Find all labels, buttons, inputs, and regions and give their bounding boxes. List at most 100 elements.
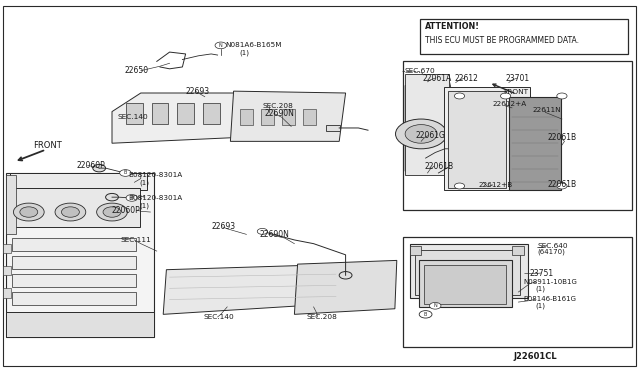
Circle shape [55,203,86,221]
Text: 22061B: 22061B [548,180,577,189]
Text: 22690N: 22690N [265,109,295,118]
Circle shape [557,93,567,99]
Bar [12,274,136,287]
Circle shape [500,93,511,99]
Text: 22693: 22693 [211,222,236,231]
Circle shape [106,193,118,201]
Text: 22612: 22612 [454,74,478,83]
Bar [403,237,632,347]
Bar [444,87,530,190]
Text: ATTENTION!: ATTENTION! [425,22,480,31]
Circle shape [454,93,465,99]
Bar [10,173,147,190]
Circle shape [339,272,352,279]
Text: N08911-10B1G: N08911-10B1G [524,279,577,285]
Bar [419,260,512,307]
Text: (1): (1) [535,303,545,310]
Bar [405,74,449,175]
Text: B: B [130,195,134,201]
Text: FRONT: FRONT [504,89,529,94]
Text: SEC.140: SEC.140 [117,114,148,120]
Text: B08120-8301A: B08120-8301A [128,195,182,201]
Circle shape [20,207,38,217]
Circle shape [97,203,127,221]
Text: B: B [124,170,127,176]
Text: B: B [424,312,428,317]
Bar [415,250,520,295]
Text: B08146-B161G: B08146-B161G [524,296,577,302]
Text: 23751: 23751 [530,269,554,278]
Bar [509,97,561,190]
Text: 22060P: 22060P [77,161,106,170]
Text: THIS ECU MUST BE PROGRAMMED DATA.: THIS ECU MUST BE PROGRAMMED DATA. [425,36,579,45]
Text: 22612+A: 22612+A [493,101,527,107]
Circle shape [13,203,44,221]
Text: (1): (1) [140,202,150,209]
Bar [3,266,11,275]
Bar [126,103,143,124]
Bar [152,103,168,124]
Circle shape [215,42,227,49]
Circle shape [405,125,437,143]
Text: SEC.208: SEC.208 [307,314,337,320]
Text: N: N [219,43,223,48]
Text: SEC.111: SEC.111 [120,237,151,243]
Bar [424,265,506,304]
Bar [12,292,136,305]
Bar [3,288,11,298]
Text: 22061B: 22061B [424,162,454,171]
Bar [6,175,16,234]
Circle shape [419,311,432,318]
Bar [12,188,140,227]
Text: SEC.208: SEC.208 [262,103,293,109]
Bar [448,91,506,188]
Bar [12,238,136,251]
Text: 22612+B: 22612+B [479,182,513,188]
Bar [326,125,340,131]
Text: 22061A: 22061A [422,74,452,83]
Text: (1): (1) [140,179,150,186]
Text: SEC.670: SEC.670 [404,68,435,74]
Bar [6,312,154,337]
Text: 22693: 22693 [186,87,210,96]
Bar [410,244,528,298]
Text: (1): (1) [535,285,545,292]
Bar [512,246,524,255]
Text: 22061G: 22061G [416,131,446,140]
Bar [177,103,194,124]
Circle shape [103,207,121,217]
Circle shape [93,164,106,172]
Text: N: N [433,303,437,308]
Bar [420,19,628,54]
Text: 22611N: 22611N [532,107,561,113]
Text: 22650: 22650 [125,66,149,75]
Text: B08120-8301A: B08120-8301A [128,172,182,178]
Polygon shape [230,91,346,141]
Text: SEC.140: SEC.140 [204,314,234,320]
Text: N081A6-B165M: N081A6-B165M [225,42,282,48]
Bar [12,256,136,269]
Bar [3,244,11,253]
Text: (64170): (64170) [538,249,566,256]
Polygon shape [112,93,262,143]
Bar [303,109,316,125]
Circle shape [120,170,131,176]
Text: SEC.640: SEC.640 [538,243,568,248]
Circle shape [396,119,447,149]
Text: 22690N: 22690N [259,230,289,239]
Bar [410,246,421,255]
Circle shape [429,302,441,309]
Text: (1): (1) [239,49,250,56]
Text: 22061B: 22061B [548,133,577,142]
Text: 22060P: 22060P [112,206,141,215]
Text: J22601CL: J22601CL [513,352,557,361]
Bar [203,103,220,124]
Circle shape [557,183,567,189]
Polygon shape [294,260,397,314]
Circle shape [257,228,268,234]
Bar [403,61,632,210]
Polygon shape [405,75,451,171]
Circle shape [126,195,138,201]
Bar [282,109,295,125]
Circle shape [61,207,79,217]
